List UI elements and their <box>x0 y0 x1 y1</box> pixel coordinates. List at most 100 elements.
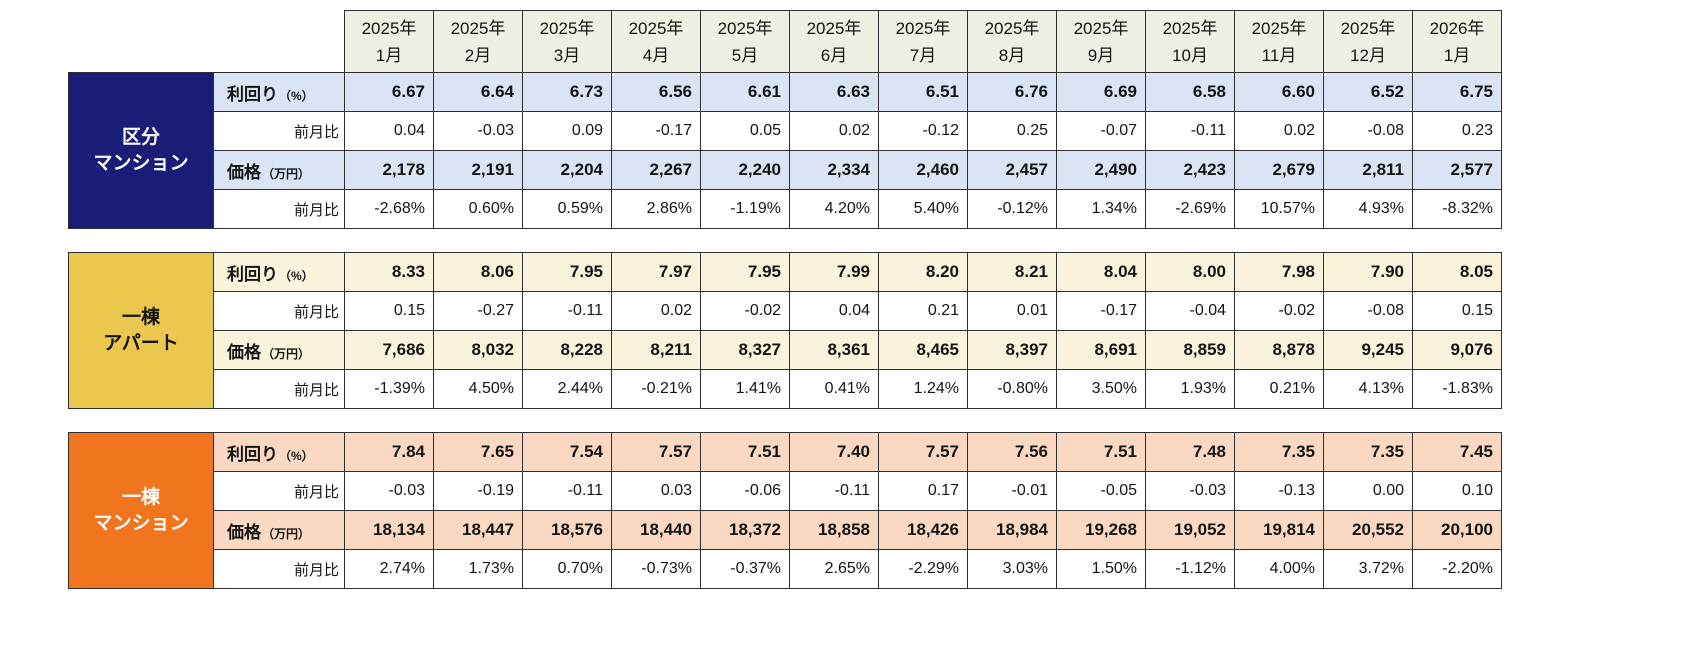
month-label: 8月 <box>998 45 1026 65</box>
value-cell: 8.05 <box>1412 252 1502 292</box>
value-cell: -0.37% <box>700 549 790 589</box>
value-cell: -0.17 <box>1056 291 1146 331</box>
month-year-label: 2025年 <box>628 18 684 38</box>
value-cell: 7.45 <box>1412 432 1502 472</box>
value-cell: 7.99 <box>789 252 879 292</box>
value-cell: 0.02 <box>1234 111 1324 151</box>
value-cell: 8,397 <box>967 330 1057 370</box>
month-label: 6月 <box>820 45 848 65</box>
value-cell: -0.73% <box>611 549 701 589</box>
value-cell: 2.86% <box>611 189 701 229</box>
value-cell: 7.95 <box>522 252 612 292</box>
value-cell: -1.39% <box>344 369 434 409</box>
data-row: 区分 マンション 利回り（%） 6.67 6.64 6.73 6.56 6.61 6.63 6.5… <box>68 72 1502 229</box>
value-cell: 0.09 <box>522 111 612 151</box>
month-label: 9月 <box>1087 45 1115 65</box>
row-label-unit: （万円） <box>262 526 311 541</box>
value-cell: 18,134 <box>344 510 434 550</box>
month-year-label: 2025年 <box>1251 18 1307 38</box>
data-row: 前月比 2.74% 1.73% 0.70% -0.73% -0.37% 2.65% -2.29… <box>69 549 1502 589</box>
value-cell: 7.48 <box>1145 432 1235 472</box>
value-cell: -0.11 <box>522 291 612 331</box>
month-label: 1月 <box>375 45 403 65</box>
value-cell: 7,686 <box>344 330 434 370</box>
value-cell: 2,191 <box>433 150 523 190</box>
tables-area: 2025年 1月 2025年 2月 2025年 3月 2025年 4月 2025年 5月 2025年… <box>68 10 1700 589</box>
value-cell: -2.69% <box>1145 189 1235 229</box>
month-year-label: 2025年 <box>1073 18 1129 38</box>
value-cell: 4.13% <box>1323 369 1413 409</box>
value-cell: -0.03 <box>344 471 434 511</box>
row-label-text: 価格 <box>227 162 261 182</box>
value-cell: 2,679 <box>1234 150 1324 190</box>
value-cell: -0.03 <box>1145 471 1235 511</box>
month-label: 1月 <box>1443 45 1471 65</box>
value-cell: 7.40 <box>789 432 879 472</box>
value-cell: 1.34% <box>1056 189 1146 229</box>
value-cell: 2,334 <box>789 150 879 190</box>
value-cell: 6.63 <box>789 72 879 112</box>
value-cell: 2.65% <box>789 549 879 589</box>
data-row: 前月比 0.04 -0.03 0.09 -0.17 0.05 0.02 -0.12 0.25 -0… <box>69 111 1502 151</box>
month-header-6: 2025年 6月 <box>789 10 879 73</box>
value-cell: -0.02 <box>1234 291 1324 331</box>
value-cell: -0.04 <box>1145 291 1235 331</box>
value-cell: 8.00 <box>1145 252 1235 292</box>
value-cell: 1.41% <box>700 369 790 409</box>
value-cell: 0.21% <box>1234 369 1324 409</box>
value-cell: 8,032 <box>433 330 523 370</box>
row-label: 価格（万円） <box>213 150 345 190</box>
value-cell: 9,245 <box>1323 330 1413 370</box>
value-cell: 7.57 <box>878 432 968 472</box>
month-label: 10月 <box>1172 45 1208 65</box>
row-label-unit: （%） <box>279 88 314 103</box>
value-cell: 1.73% <box>433 549 523 589</box>
row-label: 前月比 <box>213 189 345 229</box>
category-line: マンション <box>93 152 189 174</box>
value-cell: 8.33 <box>344 252 434 292</box>
value-cell: 2.44% <box>522 369 612 409</box>
value-cell: 8,228 <box>522 330 612 370</box>
row-label-text: 前月比 <box>293 483 339 501</box>
row-label-text: 利回り <box>227 444 278 464</box>
value-cell: -0.13 <box>1234 471 1324 511</box>
month-header-8: 2025年 8月 <box>967 10 1057 73</box>
value-cell: -0.07 <box>1056 111 1146 151</box>
month-year-label: 2025年 <box>539 18 595 38</box>
value-cell: -0.11 <box>522 471 612 511</box>
value-cell: 0.02 <box>789 111 879 151</box>
value-cell: 6.61 <box>700 72 790 112</box>
value-cell: 8,327 <box>700 330 790 370</box>
value-cell: 8.04 <box>1056 252 1146 292</box>
data-row: 前月比 -0.03 -0.19 -0.11 0.03 -0.06 -0.11 0.17 -0.0… <box>69 471 1502 511</box>
month-year-label: 2025年 <box>1162 18 1218 38</box>
value-cell: 6.51 <box>878 72 968 112</box>
value-cell: 4.20% <box>789 189 879 229</box>
category-itto-apart: 一棟 アパート <box>68 252 214 409</box>
value-cell: 8,878 <box>1234 330 1324 370</box>
value-cell: 6.58 <box>1145 72 1235 112</box>
value-cell: 7.51 <box>1056 432 1146 472</box>
value-cell: 7.51 <box>700 432 790 472</box>
month-header-12: 2025年 12月 <box>1323 10 1413 73</box>
category-line: 区分 <box>121 126 160 148</box>
value-cell: 6.64 <box>433 72 523 112</box>
value-cell: 18,984 <box>967 510 1057 550</box>
value-cell: 20,100 <box>1412 510 1502 550</box>
value-cell: 8.06 <box>433 252 523 292</box>
month-year-label: 2025年 <box>895 18 951 38</box>
value-cell: 2,457 <box>967 150 1057 190</box>
value-cell: 0.25 <box>967 111 1057 151</box>
table-itto-apart: 一棟 アパート 利回り（%） 8.33 8.06 7.95 7.97 7.95 7.99 8.20… <box>68 252 1502 409</box>
value-cell: -1.12% <box>1145 549 1235 589</box>
value-cell: 8,691 <box>1056 330 1146 370</box>
month-header-9: 2025年 9月 <box>1056 10 1146 73</box>
data-row: 一棟 マンション 利回り（%） 7.84 7.65 7.54 7.57 7.51 7.40 7.5… <box>68 432 1502 589</box>
value-cell: 3.50% <box>1056 369 1146 409</box>
value-cell: 10.57% <box>1234 189 1324 229</box>
value-cell: -0.01 <box>967 471 1057 511</box>
value-cell: 7.54 <box>522 432 612 472</box>
value-cell: 6.73 <box>522 72 612 112</box>
value-cell: 7.35 <box>1323 432 1413 472</box>
data-row: 前月比 -1.39% 4.50% 2.44% -0.21% 1.41% 0.41% 1.24%… <box>69 369 1502 409</box>
